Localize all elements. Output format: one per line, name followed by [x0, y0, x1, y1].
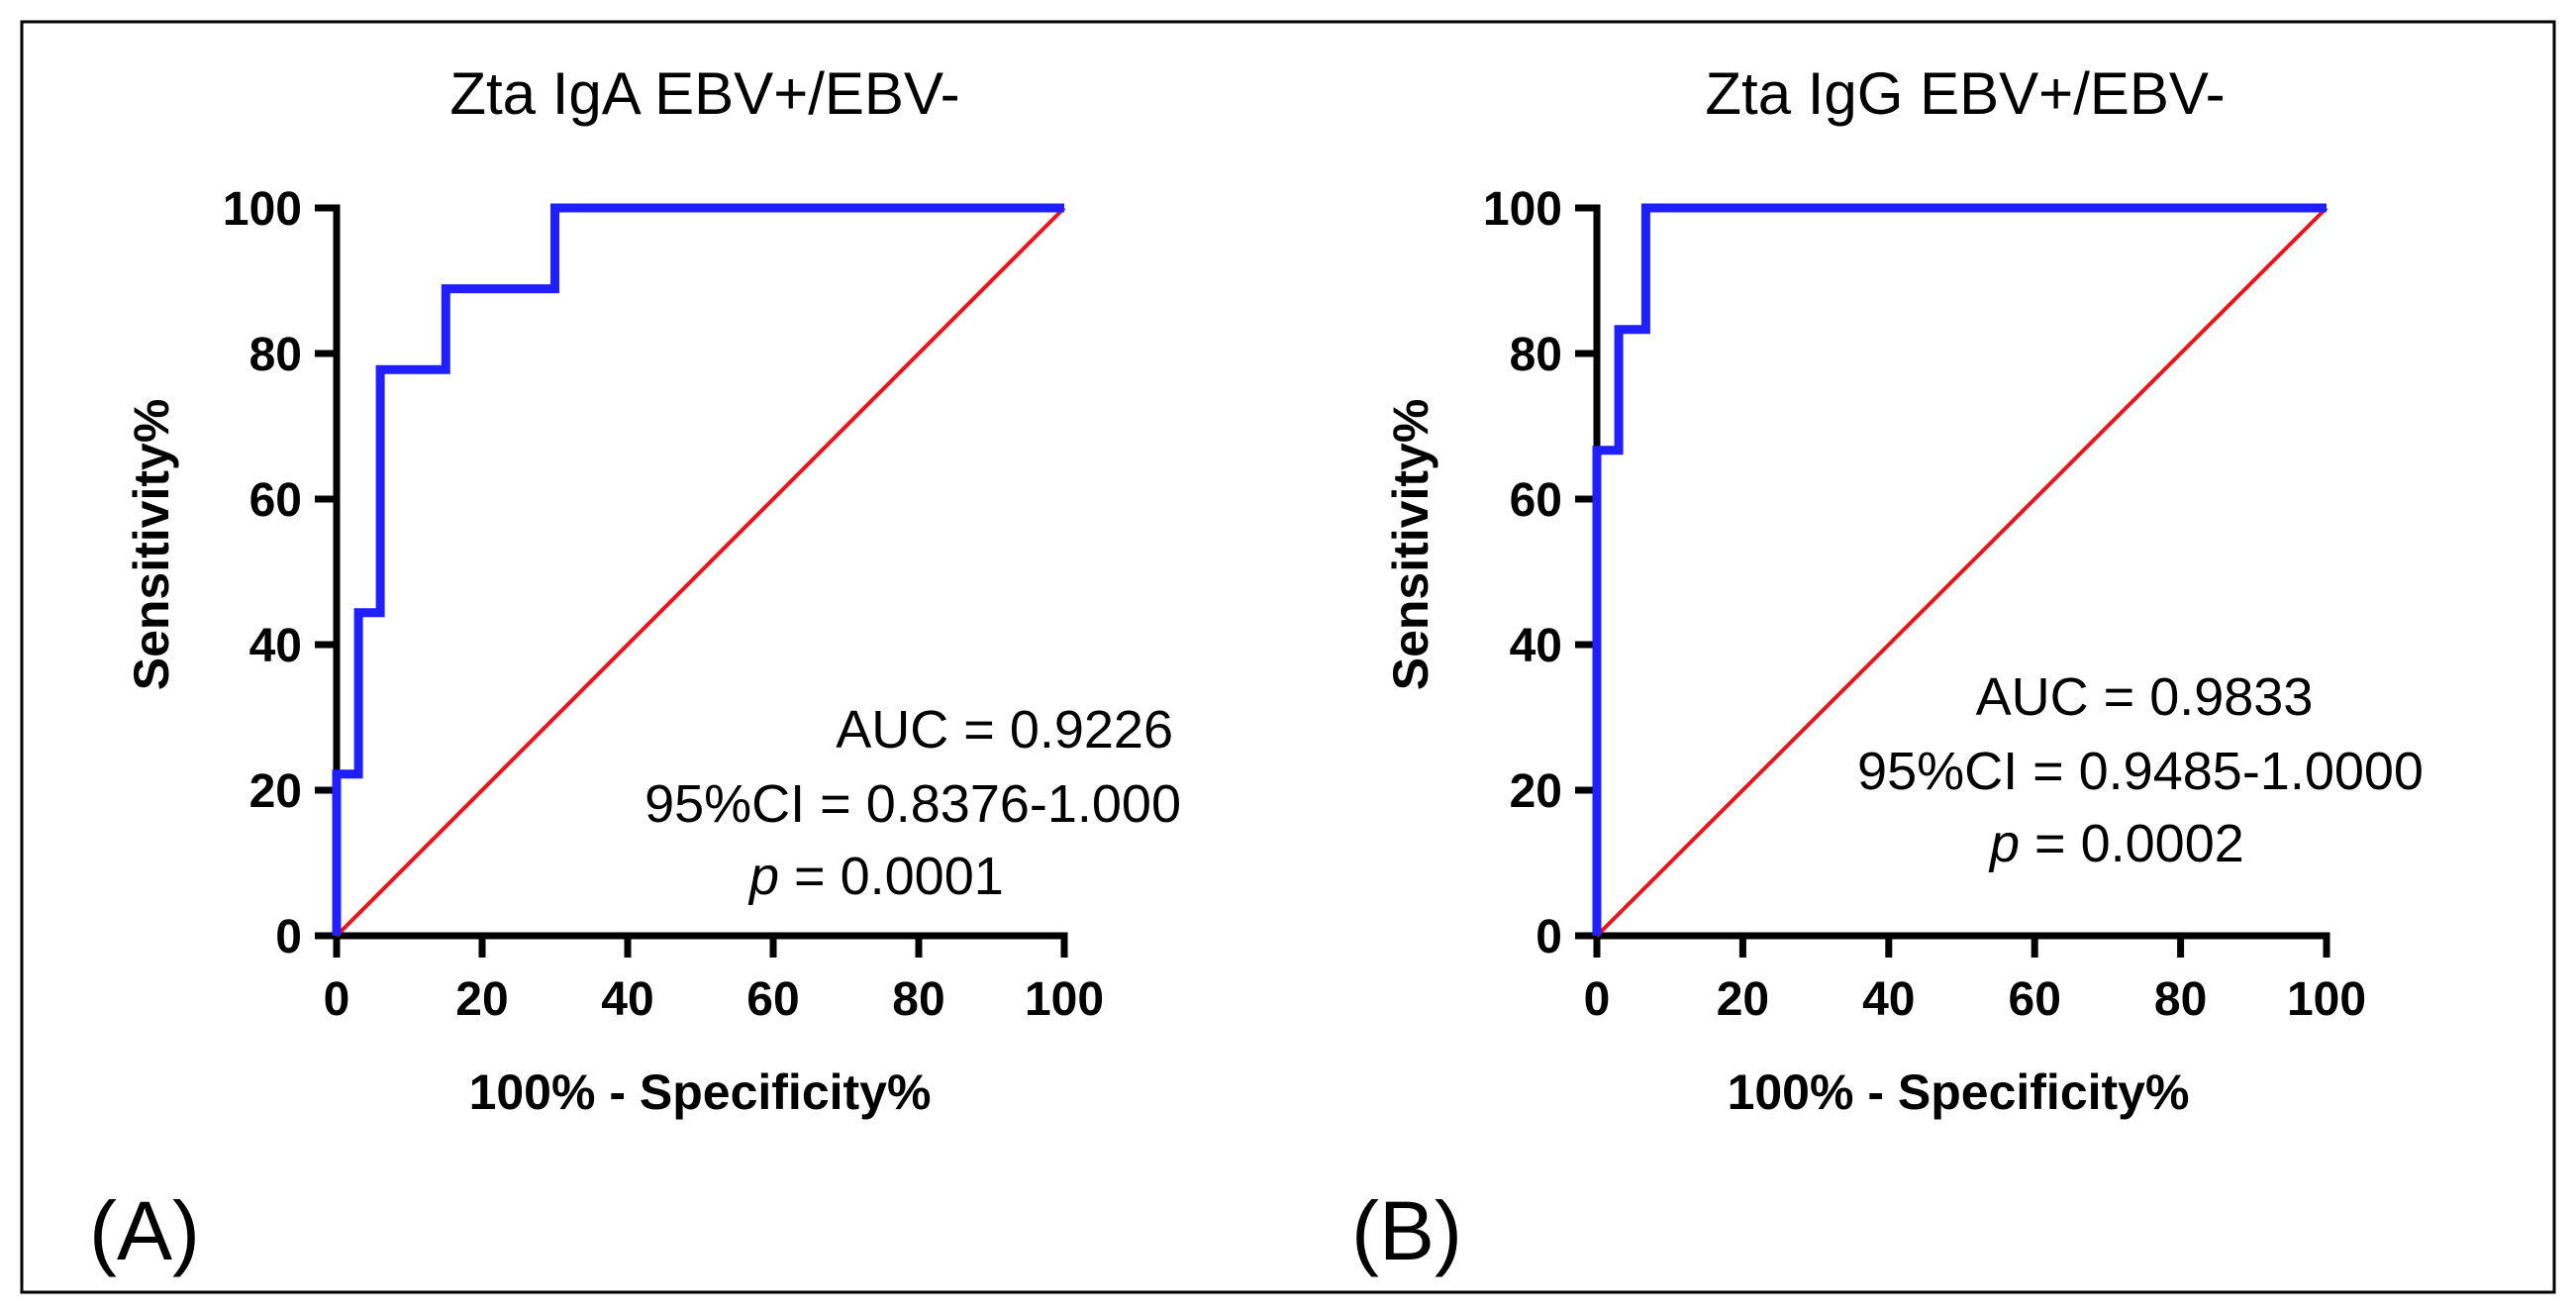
y-tick-label: 60 — [249, 474, 302, 527]
figure-border — [20, 20, 2556, 1294]
panel-label-a: (A) — [89, 1184, 200, 1277]
reference-line — [335, 206, 1066, 938]
y-axis-title: Sensitivity% — [1383, 399, 1438, 691]
chart-title: Zta IgA EBV+/EBV- — [449, 60, 959, 127]
reference-line — [1595, 206, 2328, 938]
x-tick-label: 0 — [1584, 973, 1611, 1026]
panel-a: Zta IgA EBV+/EBV- 0 20 40 60 80 100 0 20 40 60 80 1… — [89, 60, 1181, 1277]
x-tick-label: 80 — [892, 973, 944, 1026]
y-tick-label: 80 — [249, 329, 302, 381]
panel-b: Zta IgG EBV+/EBV- 0 20 40 60 80 100 0 20 40 60 80 1… — [1351, 60, 2424, 1277]
auc-annotation: AUC = 0.9833 — [1976, 667, 2314, 727]
x-tick-label: 0 — [324, 973, 350, 1026]
roc-curve-line — [1592, 203, 2327, 936]
x-tick-label: 60 — [746, 973, 799, 1026]
x-tick-label: 60 — [2009, 973, 2061, 1026]
y-tick-label: 60 — [1510, 474, 1562, 527]
y-axis-title: Sensitivity% — [124, 399, 179, 691]
y-tick-label: 20 — [1510, 765, 1562, 818]
roc-curve-line — [332, 203, 1064, 936]
p-value: = 0.0002 — [2020, 814, 2244, 873]
ci-annotation: 95%CI = 0.9485-1.0000 — [1857, 742, 2424, 801]
y-tick-label: 80 — [1510, 329, 1562, 381]
y-tick-label: 40 — [1510, 620, 1562, 672]
p-symbol: p — [1988, 814, 2020, 873]
y-tick-label: 100 — [1483, 183, 1562, 236]
x-axis-title: 100% - Specificity% — [1728, 1064, 2190, 1120]
ci-annotation: 95%CI = 0.8376-1.000 — [644, 774, 1181, 834]
x-tick-label: 100 — [2287, 973, 2366, 1026]
x-tick-label: 40 — [1862, 973, 1915, 1026]
y-tick-label: 100 — [223, 183, 302, 236]
y-tick-label: 0 — [1536, 911, 1562, 963]
plot-area: 0 20 40 60 80 100 0 20 40 60 80 100 — [1483, 183, 2366, 1026]
auc-annotation: AUC = 0.9226 — [836, 700, 1173, 759]
x-tick-label: 20 — [1717, 973, 1769, 1026]
y-tick-label: 40 — [249, 620, 302, 672]
plot-area: 0 20 40 60 80 100 0 20 40 60 80 100 — [223, 183, 1104, 1026]
panel-label-b: (B) — [1351, 1184, 1462, 1277]
p-value-annotation: p = 0.0002 — [1988, 814, 2244, 873]
y-tick-label: 20 — [249, 765, 302, 818]
x-axis-title: 100% - Specificity% — [469, 1064, 932, 1120]
x-tick-label: 40 — [601, 973, 653, 1026]
x-tick-label: 100 — [1025, 973, 1104, 1026]
p-symbol: p — [747, 847, 779, 906]
p-value: = 0.0001 — [779, 847, 1004, 906]
y-tick-label: 0 — [275, 911, 302, 963]
p-value-annotation: p = 0.0001 — [747, 847, 1004, 906]
x-tick-label: 80 — [2154, 973, 2207, 1026]
chart-title: Zta IgG EBV+/EBV- — [1705, 60, 2225, 127]
x-tick-label: 20 — [455, 973, 508, 1026]
